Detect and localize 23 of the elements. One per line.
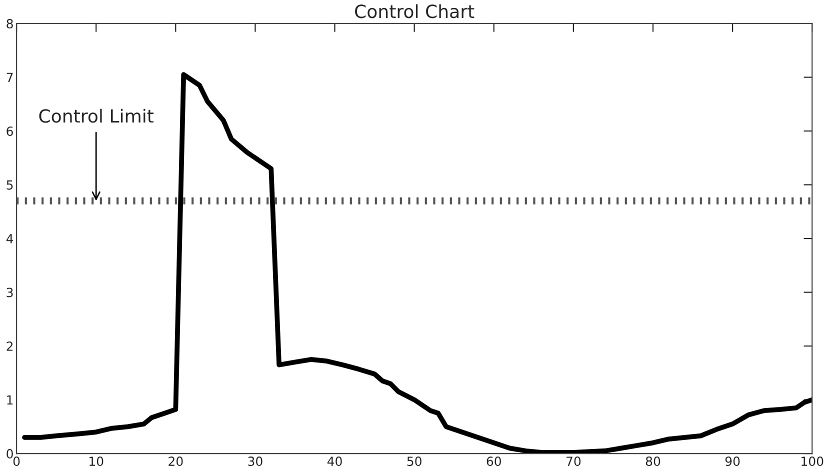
y-tick-label: 7 — [6, 72, 13, 82]
y-tick-label: 5 — [6, 180, 13, 190]
line-series — [22, 72, 812, 454]
x-tick-label: 90 — [725, 456, 740, 466]
annotation: Control Limit — [39, 108, 154, 123]
x-tick-label: 10 — [90, 456, 104, 466]
x-tick-label: 80 — [646, 456, 660, 466]
y-tick-label: 8 — [6, 18, 13, 28]
x-tick-label: 60 — [486, 456, 502, 466]
y-tick-label: 6 — [6, 126, 13, 136]
y-tick-label: 4 — [6, 234, 14, 244]
y-tick-label: 1 — [7, 395, 13, 405]
x-tick-label: 40 — [327, 456, 342, 466]
x-tick-label: 30 — [248, 456, 262, 466]
chart-title: Control Chart — [355, 4, 474, 18]
x-tick-label: 100 — [802, 456, 824, 466]
y-tick-label: 2 — [6, 342, 13, 351]
x-tick-label: 20 — [168, 456, 183, 466]
y-tick-label: 0 — [6, 449, 13, 458]
x-tick-label: 70 — [566, 456, 581, 466]
x-tick-label: 0 — [13, 456, 20, 466]
x-tick-label: 50 — [407, 456, 422, 466]
y-tick-label: 3 — [6, 288, 13, 298]
